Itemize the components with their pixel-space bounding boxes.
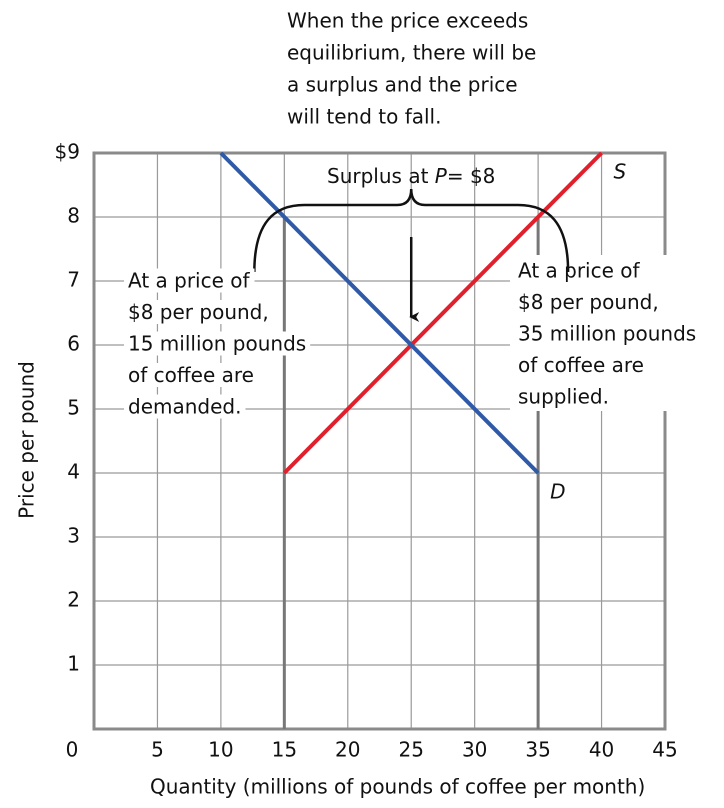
y-tick-label: 7 [67, 268, 80, 292]
note-bg [124, 331, 311, 356]
note-bg [124, 394, 246, 419]
x-tick-label: 0 [66, 738, 79, 762]
y-tick-label: 1 [67, 652, 80, 676]
y-tick-label: 4 [67, 460, 80, 484]
note-right: $8 per pound, [518, 290, 659, 314]
y-tick-label: 8 [67, 204, 80, 228]
line [282, 151, 603, 475]
surplus-label-part: Surplus at [327, 164, 435, 188]
x-tick-label: 15 [272, 738, 297, 762]
surplus-label-part: = $8 [447, 164, 496, 188]
note-right: At a price of [518, 259, 641, 283]
note-top: equilibrium, there will be [287, 41, 536, 65]
grid [93, 152, 666, 729]
x-tick-label: 40 [589, 738, 614, 762]
surplus-label: Surplus at P= $8 [327, 164, 495, 188]
x-tick-label: 45 [652, 738, 677, 762]
note-box [510, 255, 724, 411]
x-axis-label: Quantity (millions of pounds of coffee p… [150, 775, 645, 799]
series-label: S [614, 160, 627, 184]
note-top: When the price exceeds [287, 9, 528, 33]
note-left: demanded. [128, 395, 241, 419]
note-top: a surplus and the price [287, 73, 518, 97]
y-tick-label: $9 [55, 140, 80, 164]
x-tick-label: 35 [525, 738, 550, 762]
x-tick-label: 5 [151, 738, 164, 762]
x-tick-label: 20 [335, 738, 360, 762]
x-tick-label: 30 [462, 738, 487, 762]
surplus-label-part: P [435, 164, 448, 188]
y-tick-label: 2 [67, 588, 80, 612]
series-label: D [550, 480, 565, 504]
surplus-bracket [253, 188, 570, 273]
note-left: 15 million pounds [128, 332, 306, 356]
note-left: At a price of [128, 269, 251, 293]
note-right: 35 million pounds [518, 322, 696, 346]
y-tick-label: 3 [67, 524, 80, 548]
note-top: will tend to fall. [287, 105, 441, 129]
y-tick-label: 5 [67, 396, 80, 420]
note-bg [124, 300, 273, 324]
line [219, 151, 540, 475]
x-tick-label: 10 [208, 738, 233, 762]
note-bg [124, 363, 258, 387]
note-bg [124, 268, 255, 293]
note-right: supplied. [518, 385, 609, 409]
note-left: $8 per pound, [128, 300, 269, 324]
note-left: of coffee are [128, 363, 254, 387]
y-tick-label: 6 [67, 332, 80, 356]
y-axis-label: Price per pound [15, 361, 39, 519]
note-right: of coffee are [518, 353, 644, 377]
x-tick-label: 25 [398, 738, 423, 762]
plot-frame [92, 151, 667, 731]
